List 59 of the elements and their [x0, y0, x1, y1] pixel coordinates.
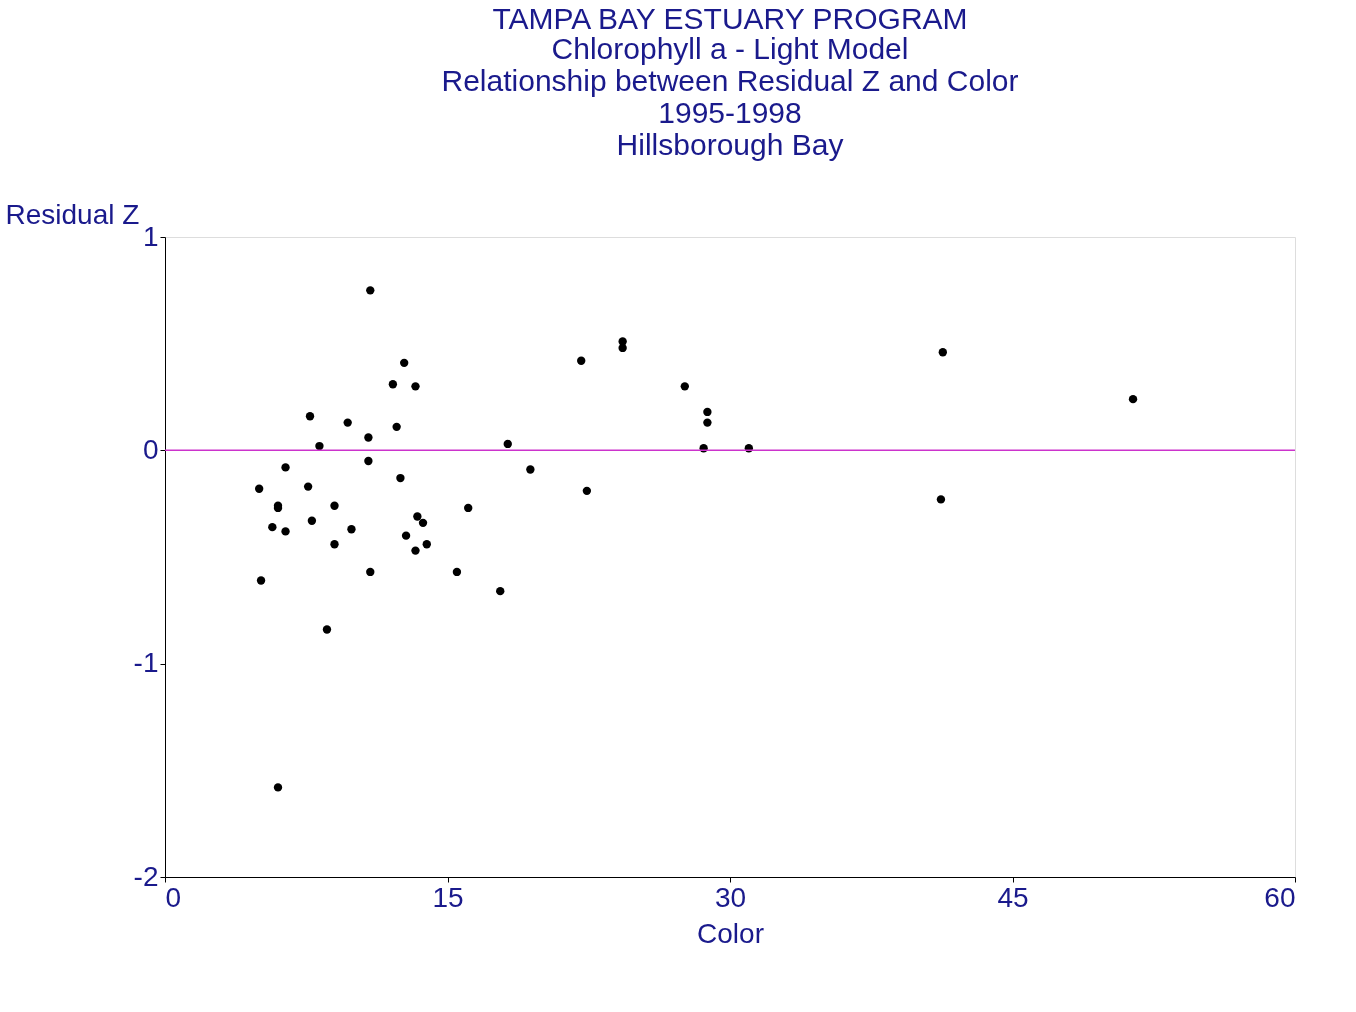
point	[364, 456, 373, 466]
text: 1995-1998	[658, 96, 802, 129]
point	[364, 433, 373, 442]
point	[936, 495, 946, 504]
x-tick-label: 30	[714, 881, 747, 913]
point	[503, 439, 512, 449]
point	[452, 567, 462, 577]
point	[303, 482, 313, 491]
y-tick-label: 1	[142, 220, 159, 252]
y-tick-label: -1	[133, 647, 159, 679]
point	[400, 358, 409, 368]
x-axis-title: Color	[697, 917, 764, 949]
point	[307, 516, 317, 525]
text: Relationship between Residual Z and Color	[441, 64, 1019, 97]
point	[343, 418, 352, 427]
point	[418, 518, 428, 528]
x-tick-label: 0	[165, 881, 182, 913]
point	[254, 484, 264, 493]
x-tick-label: 60	[1264, 881, 1296, 913]
point	[582, 486, 592, 496]
point	[392, 422, 401, 432]
point	[577, 356, 586, 365]
point	[496, 586, 505, 596]
point	[315, 441, 324, 451]
point	[422, 540, 431, 549]
y-axis-title: Residual Z	[5, 198, 140, 230]
x-tick-label: 45	[997, 881, 1029, 913]
point	[703, 407, 712, 417]
point	[268, 522, 277, 532]
point	[396, 473, 405, 483]
x-tick-label: 15	[432, 881, 464, 913]
y-tick-label: 0	[142, 433, 159, 465]
point	[281, 527, 290, 536]
point	[347, 525, 356, 534]
point	[256, 576, 266, 585]
point	[413, 512, 422, 521]
point	[366, 567, 375, 577]
point	[411, 546, 420, 555]
point	[703, 418, 712, 427]
point	[411, 382, 420, 391]
point	[305, 412, 315, 421]
point	[526, 465, 535, 474]
point	[388, 380, 398, 389]
point	[366, 286, 375, 295]
text: Chlorophyll a - Light Model	[551, 32, 909, 65]
point	[281, 463, 290, 472]
point	[938, 348, 947, 357]
y-tick-label: -2	[133, 860, 159, 892]
point	[618, 343, 627, 353]
point	[330, 540, 339, 549]
text: Hillsborough Bay	[616, 128, 844, 161]
point	[322, 625, 332, 634]
point	[464, 503, 473, 513]
point	[1128, 394, 1138, 404]
point	[330, 501, 339, 510]
point	[680, 382, 689, 391]
point	[401, 531, 411, 540]
point	[273, 783, 283, 792]
chart-title: TAMPA BAY ESTUARY PROGRAM	[492, 2, 968, 35]
